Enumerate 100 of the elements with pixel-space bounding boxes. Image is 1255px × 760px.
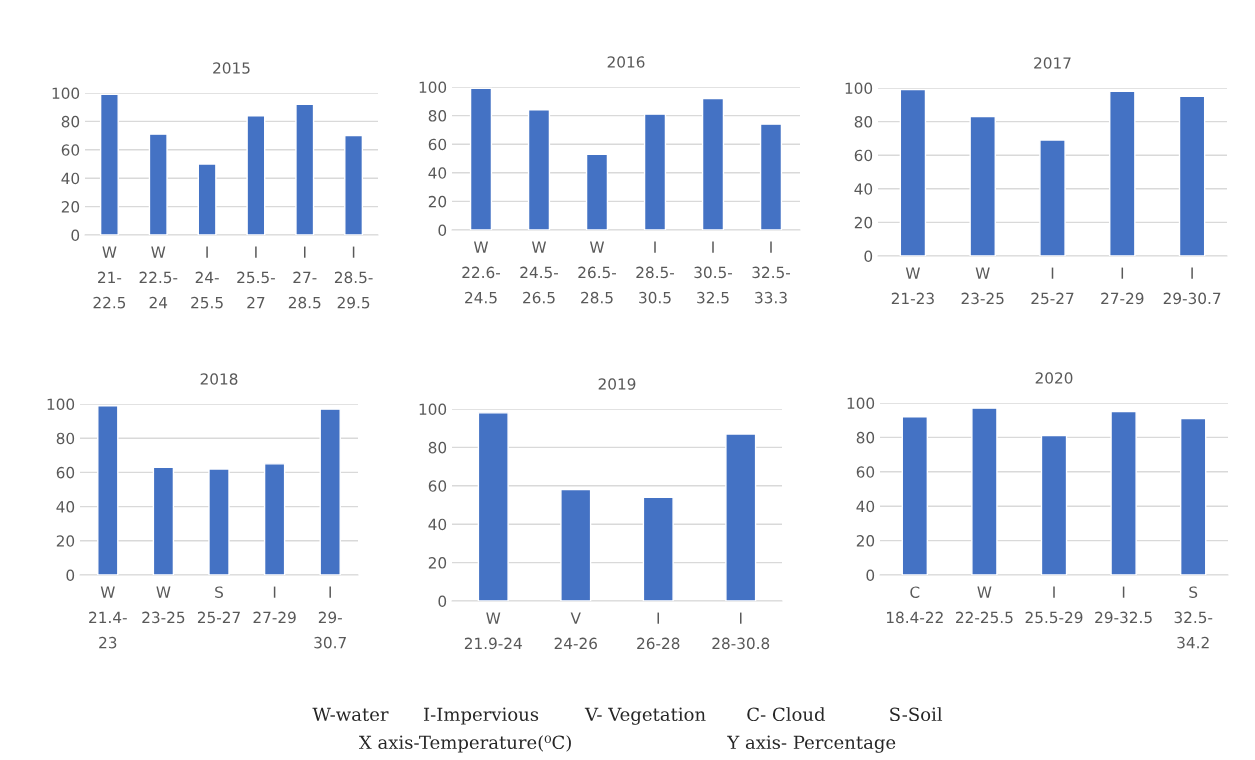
bar xyxy=(263,463,286,575)
y-tick-label: 20 xyxy=(428,557,447,569)
y-tick-label: 100 xyxy=(419,403,447,416)
x-tick-label: I 27-29 xyxy=(253,586,296,624)
bar xyxy=(643,113,667,230)
y-tick-label: 60 xyxy=(428,138,447,151)
y-tick-label: 0 xyxy=(864,250,873,263)
bar xyxy=(477,412,509,601)
x-tick-label: S 25-27 xyxy=(197,586,240,624)
chart-title: 2015 xyxy=(213,62,250,74)
x-tick-label: I 28.5- 30.5 xyxy=(636,241,675,304)
x-tick-label: W 24.5- 26.5 xyxy=(520,241,559,304)
bar xyxy=(969,115,996,256)
chart-title: 2020 xyxy=(1035,372,1073,384)
x-tick-label: I 26-28 xyxy=(637,612,680,650)
x-tick-label: C 18.4-22 xyxy=(886,586,943,624)
bar xyxy=(527,109,551,230)
y-tick-label: 80 xyxy=(854,116,873,128)
y-tick-label: 0 xyxy=(71,229,80,242)
bar xyxy=(197,163,217,235)
bar xyxy=(246,115,266,235)
x-tick-label: I 24- 25.5 xyxy=(191,246,223,309)
y-tick-label: 60 xyxy=(856,466,875,478)
bar xyxy=(1110,410,1137,575)
bar xyxy=(1179,417,1207,575)
x-tick-label: I 28.5- 29.5 xyxy=(334,246,373,309)
x-tick-label: W 21.4- 23 xyxy=(89,586,127,649)
y-tick-label: 40 xyxy=(61,172,80,185)
chart-title: 2016 xyxy=(607,56,645,68)
y-tick-label: 40 xyxy=(856,500,875,513)
x-tick-label: I 25-27 xyxy=(1031,267,1074,305)
x-tick-label: I 27- 28.5 xyxy=(288,246,321,309)
bar xyxy=(1178,95,1206,256)
x-tick-label: I 27-29 xyxy=(1101,267,1144,305)
bar xyxy=(899,88,927,256)
y-tick-label: 20 xyxy=(428,195,447,208)
bar xyxy=(469,87,493,230)
y-tick-label: 60 xyxy=(56,466,75,479)
y-tick-label: 80 xyxy=(428,441,447,454)
bar xyxy=(701,97,725,230)
x-tick-label: V 24-26 xyxy=(554,612,597,650)
x-tick-label: W 21.9-24 xyxy=(464,612,522,650)
y-tick-label: 100 xyxy=(419,81,447,94)
y-tick-label: 20 xyxy=(854,216,873,229)
bar xyxy=(152,466,175,575)
y-tick-label: 80 xyxy=(428,110,447,122)
x-tick-label: W 26.5- 28.5 xyxy=(578,241,617,304)
y-tick-label: 0 xyxy=(438,224,447,237)
bar xyxy=(148,133,168,235)
y-tick-label: 100 xyxy=(845,82,873,95)
bar xyxy=(319,408,341,575)
y-tick-label: 100 xyxy=(47,398,75,411)
bar xyxy=(208,468,230,575)
x-tick-label: W 23-25 xyxy=(961,267,1004,305)
y-tick-label: 60 xyxy=(61,144,80,156)
bar xyxy=(1039,139,1066,256)
text: W-water I-Impervious V- Vegetation C- Cloud S-Soil xyxy=(312,707,943,725)
y-tick-label: 40 xyxy=(56,501,75,513)
y-tick-label: 100 xyxy=(52,87,80,100)
x-tick-label: W 21-23 xyxy=(891,267,934,305)
x-tick-label: W 21- 22.5 xyxy=(93,246,126,309)
x-tick-label: W 22.5- 24 xyxy=(139,246,178,309)
bar xyxy=(585,153,609,230)
bar xyxy=(99,93,119,235)
text: X axis-Temperature(⁰C) Y axis- Percentage xyxy=(358,735,896,753)
y-tick-label: 40 xyxy=(854,183,873,195)
x-tick-label: W 22-25.5 xyxy=(956,586,1013,624)
bar xyxy=(560,488,592,601)
x-tick-label: I 32.5- 33.3 xyxy=(752,241,791,304)
y-tick-label: 60 xyxy=(428,480,447,492)
x-tick-label: I 29-30.7 xyxy=(1163,267,1221,305)
bar xyxy=(725,433,757,601)
chart-title: 2018 xyxy=(200,373,238,385)
x-tick-label: I 25.5-29 xyxy=(1025,586,1083,624)
y-tick-label: 80 xyxy=(56,432,75,445)
x-tick-label: W 22.6- 24.5 xyxy=(462,241,501,304)
y-tick-label: 40 xyxy=(428,518,447,531)
y-tick-label: 0 xyxy=(66,569,75,582)
y-tick-label: 60 xyxy=(854,149,873,162)
x-tick-label: I 28-30.8 xyxy=(712,612,770,650)
x-tick-label: S 32.5- 34.2 xyxy=(1174,586,1213,649)
y-tick-label: 0 xyxy=(438,595,447,608)
x-tick-label: I 30.5- 32.5 xyxy=(694,241,733,304)
y-tick-label: 80 xyxy=(856,431,875,444)
bar xyxy=(344,134,364,235)
y-tick-label: 40 xyxy=(428,167,447,179)
x-tick-label: I 25.5- 27 xyxy=(237,246,275,309)
bar xyxy=(971,407,998,575)
x-tick-label: I 29- 30.7 xyxy=(314,586,346,649)
y-tick-label: 20 xyxy=(61,201,80,213)
bar xyxy=(901,416,929,575)
y-tick-label: 100 xyxy=(847,397,875,410)
y-tick-label: 20 xyxy=(56,535,75,547)
x-tick-label: W 23-25 xyxy=(142,586,185,624)
bar xyxy=(759,123,783,230)
bar xyxy=(1109,90,1136,256)
bar xyxy=(1040,434,1068,575)
bar xyxy=(97,405,119,575)
y-tick-label: 20 xyxy=(856,535,875,547)
chart-title: 2017 xyxy=(1034,57,1071,69)
